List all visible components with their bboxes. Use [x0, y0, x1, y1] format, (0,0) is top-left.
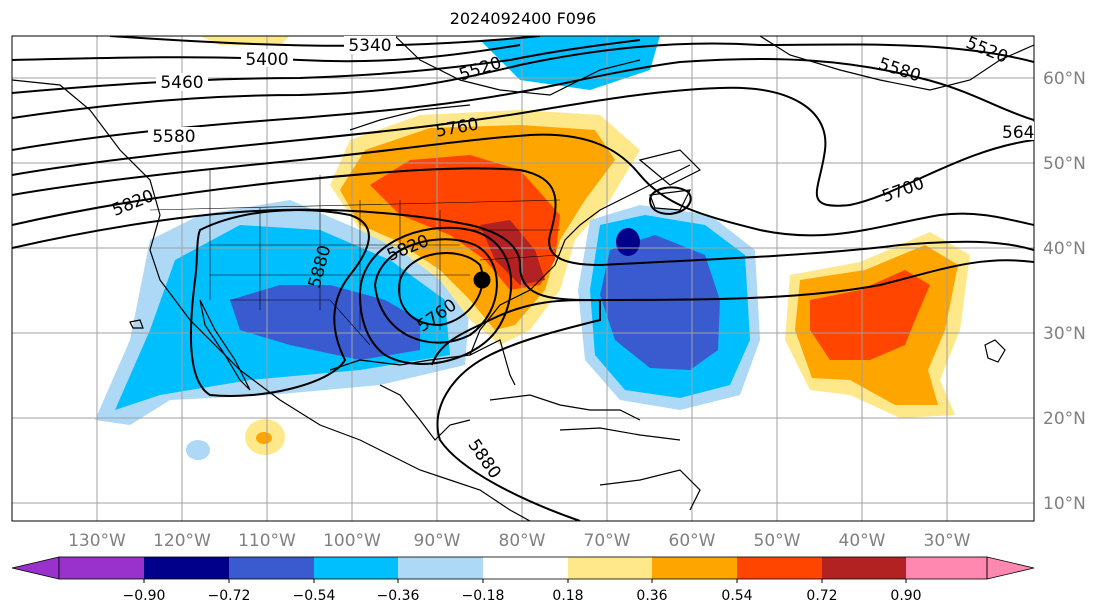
lon-label-100w: 100°W: [323, 531, 381, 551]
colorbar-tick-4: −0.18: [462, 588, 505, 604]
colorbar-tick-9: 0.90: [890, 588, 921, 604]
colorbar-tick-5: 0.18: [552, 588, 583, 604]
small-low-ne: [648, 186, 692, 216]
contour-label-5580a: 5580: [152, 127, 195, 147]
lat-label-20n: 20°N: [1043, 409, 1086, 429]
contour-5340: [109, 36, 541, 47]
contour-5760: [12, 167, 1034, 267]
lat-label-30n: 30°N: [1043, 324, 1086, 344]
lat-label-60n: 60°N: [1043, 69, 1086, 89]
lat-label-10n: 10°N: [1043, 494, 1086, 514]
lon-label-30w: 30°W: [924, 531, 971, 551]
map-area: [12, 36, 1034, 521]
latitude-labels: 60°N 50°N 40°N 30°N 20°N 10°N: [1043, 69, 1086, 514]
lat-label-40n: 40°N: [1043, 239, 1086, 259]
colorbar-tick-6: 0.36: [636, 588, 667, 604]
contour-label-5880b: 5880: [463, 436, 504, 483]
colorbar-segment-3: [229, 557, 314, 579]
colorbar-tick-0: −0.90: [123, 588, 166, 604]
contour-label-5400: 5400: [245, 50, 288, 70]
lon-label-70w: 70°W: [584, 531, 631, 551]
colorbar-segment-4: [314, 557, 398, 579]
pos-anomaly-east-strong: [810, 270, 930, 360]
map-frame: [11, 35, 1035, 522]
colorbar-segment-2: [144, 557, 229, 579]
lon-label-90w: 90°W: [414, 531, 461, 551]
contour-label-5640: 564: [1002, 123, 1034, 143]
longitude-labels: 130°W 120°W 110°W 100°W 90°W 80°W 70°W 6…: [68, 531, 971, 551]
contour-label-5520b: 5520: [963, 33, 1011, 68]
coastlines: [12, 36, 1034, 521]
lon-label-110w: 110°W: [238, 531, 296, 551]
lon-label-80w: 80°W: [499, 531, 546, 551]
colorbar-segment-10: [822, 557, 906, 579]
low-contour-1: [398, 252, 484, 327]
lon-label-60w: 60°W: [669, 531, 716, 551]
colorbar-segment-8: [652, 557, 737, 579]
contour-5460: [12, 39, 641, 94]
colorbar: −0.90 −0.72 −0.54 −0.36 −0.18 0.18 0.36 …: [11, 556, 1035, 604]
neg-anomaly-atlantic-strong: [600, 235, 720, 370]
contour-label-5340: 5340: [348, 36, 391, 56]
contour-label-5820a: 5820: [109, 186, 157, 221]
lon-label-130w: 130°W: [68, 531, 126, 551]
lon-label-50w: 50°W: [754, 531, 801, 551]
lon-label-40w: 40°W: [839, 531, 886, 551]
map-title: 2024092400 F096: [449, 9, 597, 28]
lat-label-50n: 50°N: [1043, 154, 1086, 174]
contour-5400: [12, 44, 521, 63]
colorbar-outline: [58, 556, 988, 580]
contour-5520: [12, 42, 1034, 119]
contour-5640: [12, 86, 1034, 207]
colorbar-tick-7: 0.54: [721, 588, 752, 604]
colorbar-tick-1: −0.72: [208, 588, 251, 604]
contour-label-5700: 5700: [880, 174, 927, 208]
lon-label-120w: 120°W: [153, 531, 211, 551]
contour-label-5580b: 5580: [876, 54, 923, 86]
storm-center-dot: [473, 271, 491, 289]
contour-label-5460: 5460: [160, 73, 203, 93]
colorbar-tick-3: −0.36: [377, 588, 420, 604]
colorbar-tick-2: −0.54: [293, 588, 336, 604]
contour-label-5520a: 5520: [457, 53, 504, 85]
colorbar-segment-11: [906, 557, 987, 579]
colorbar-segment-1: [59, 557, 144, 579]
contour-5880b: [431, 298, 601, 521]
colorbar-segment-5: [398, 557, 483, 579]
height-contours: [12, 36, 1034, 521]
contour-5880: [189, 209, 370, 397]
colorbar-extend-low: [11, 556, 60, 580]
low-contour-2: [373, 238, 498, 344]
low-contour-3: [358, 226, 513, 365]
colorbar-extend-high: [986, 556, 1035, 580]
contour-5820: [12, 208, 1034, 301]
colorbar-segment-9: [737, 557, 822, 579]
colorbar-tick-8: 0.72: [806, 588, 837, 604]
contour-5700: [12, 133, 1034, 237]
contour-5580: [12, 57, 1034, 151]
colorbar-segment-7: [568, 557, 652, 579]
colorbar-segment-6: [483, 557, 568, 579]
